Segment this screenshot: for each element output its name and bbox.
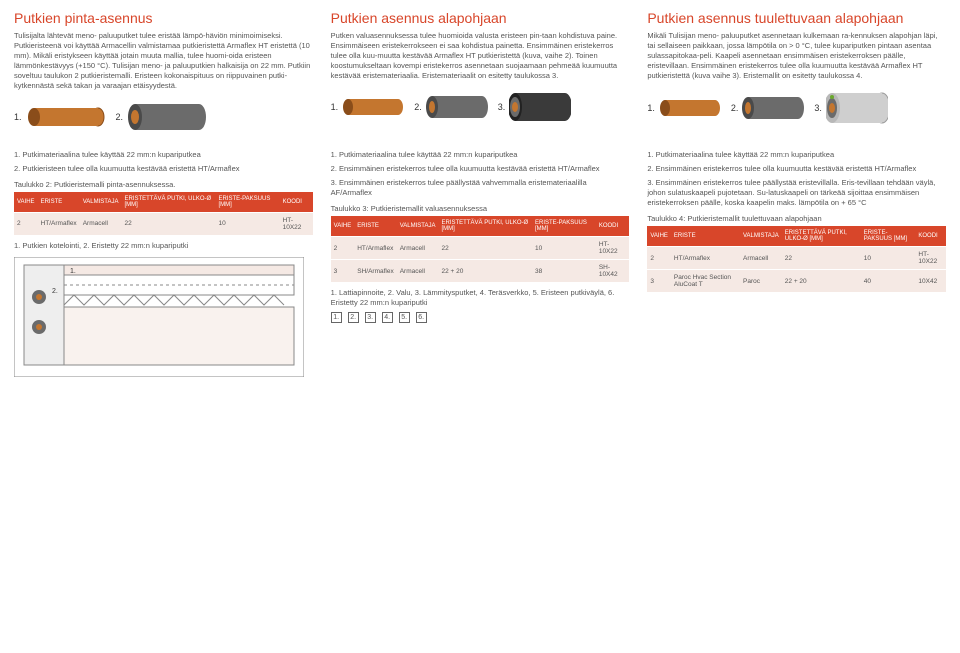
table-row: 2HT/ArmaflexArmacell2210HT-10X22 (14, 212, 313, 235)
table-row: 2HT/ArmaflexArmacell2210HT-10X22 (331, 237, 630, 260)
table-header: VAIHEERISTEVALMISTAJAERISTETTÄVÄ PUTKI, … (647, 226, 946, 247)
col-1: Putkien pinta-asennus Tulisijalta lähtev… (14, 10, 313, 142)
legend-2: 1. 2. 3. 4. 5. 6. (331, 312, 630, 323)
diagram-1: 1. 2. (14, 257, 313, 377)
pipe-bare-icon (659, 95, 721, 121)
legend-box: 1. (331, 312, 342, 323)
sec1-note1: 1. Putkimateriaalina tulee käyttää 22 mm… (14, 150, 313, 160)
sec3-table-title: Taulukko 4: Putkieristemallit tuulettuva… (647, 214, 946, 223)
legend-box: 4. (382, 312, 393, 323)
sec1-table-title: Taulukko 2: Putkieristemalli pinta-asenn… (14, 180, 313, 189)
col3-body: Mikäli Tulisijan meno- paluuputket asenn… (647, 31, 946, 82)
sec2-note3: 3. Ensimmäinen eristekerros tulee päälly… (331, 178, 630, 198)
pipe-ins1-icon (127, 100, 207, 134)
sec2-note1: 1. Putkimateriaalina tulee käyttää 22 mm… (331, 150, 630, 160)
table-row: 2HT/ArmaflexArmacell2210HT-10X22 (647, 247, 946, 270)
section-2: 1. Putkimateriaalina tulee käyttää 22 mm… (331, 146, 630, 377)
legend-box: 2. (348, 312, 359, 323)
pipe-ins1-icon (426, 92, 488, 122)
legend-box: 5. (399, 312, 410, 323)
table-2: VAIHEERISTEVALMISTAJAERISTETTÄVÄ PUTKI, … (14, 192, 313, 235)
pipe-bare-icon (342, 94, 404, 120)
col1-pipes: 1. 2. (14, 100, 313, 134)
pipe-ins3-icon (826, 89, 888, 127)
table-4: VAIHEERISTEVALMISTAJAERISTETTÄVÄ PUTKI, … (647, 226, 946, 292)
section-1: 1. Putkimateriaalina tulee käyttää 22 mm… (14, 146, 313, 377)
sec1-note2: 2. Putkieristeen tulee olla kuumuutta ke… (14, 164, 313, 174)
col-2: Putkien asennus alapohjaan Putken valuas… (331, 10, 630, 142)
sec2-note2: 2. Ensimmäinen eristekerros tulee olla k… (331, 164, 630, 174)
legend-box: 3. (365, 312, 376, 323)
top-columns: Putkien pinta-asennus Tulisijalta lähtev… (14, 10, 946, 142)
wall-section-icon: 1. 2. (14, 257, 304, 377)
col3-pipes: 1. 2. 3. (647, 89, 946, 127)
col3-title: Putkien asennus tuulettuvaan alapohjaan (647, 10, 946, 27)
table-row: 3SH/ArmaflexArmacell22 + 2038SH-10X42 (331, 260, 630, 283)
pipe-3-2: 2. (731, 93, 805, 123)
col1-body: Tulisijalta lähtevät meno- paluuputket t… (14, 31, 313, 92)
svg-text:2.: 2. (52, 288, 58, 295)
pipe-bare-icon (26, 102, 106, 132)
col2-pipes: 1. 2. 3. (331, 89, 630, 125)
table-header: VAIHEERISTEVALMISTAJAERISTETTÄVÄ PUTKI, … (14, 192, 313, 213)
pipe-ins2-icon (509, 89, 571, 125)
sec2-table-title: Taulukko 3: Putkieristemallit valuasennu… (331, 204, 630, 213)
pipe-1-1: 1. (14, 102, 106, 132)
bottom-row: 1. Putkimateriaalina tulee käyttää 22 mm… (14, 146, 946, 377)
sec1-caption: 1. Putkien kotelointi, 2. Eristetty 22 m… (14, 241, 313, 251)
table-3: VAIHEERISTEVALMISTAJAERISTETTÄVÄ PUTKI, … (331, 216, 630, 282)
sec2-caption: 1. Lattiapinnoite, 2. Valu, 3. Lämmitysp… (331, 288, 630, 308)
pipe-2-2: 2. (414, 92, 488, 122)
svg-text:1.: 1. (70, 268, 76, 275)
pipe-1-2: 2. (116, 100, 208, 134)
col2-title: Putkien asennus alapohjaan (331, 10, 630, 27)
pipe-ins1-icon (742, 93, 804, 123)
pipe-3-1: 1. (647, 95, 721, 121)
sec3-note3: 3. Ensimmäinen eristekerros tulee päälly… (647, 178, 946, 208)
pipe-2-3: 3. (498, 89, 572, 125)
table-row: 3Paroc Hvac Section AluCoat TParoc22 + 2… (647, 270, 946, 293)
pipe-2-1: 1. (331, 94, 405, 120)
pipe-3-3: 3. (814, 89, 888, 127)
col1-title: Putkien pinta-asennus (14, 10, 313, 27)
section-3: 1. Putkimateriaalina tulee käyttää 22 mm… (647, 146, 946, 377)
legend-box: 6. (416, 312, 427, 323)
sec3-note2: 2. Ensimmäinen eristekerros tulee olla k… (647, 164, 946, 174)
sec3-note1: 1. Putkimateriaalina tulee käyttää 22 mm… (647, 150, 946, 160)
table-header: VAIHEERISTEVALMISTAJAERISTETTÄVÄ PUTKI, … (331, 216, 630, 237)
col-3: Putkien asennus tuulettuvaan alapohjaan … (647, 10, 946, 142)
col2-body: Putken valuasennuksessa tulee huomioida … (331, 31, 630, 82)
